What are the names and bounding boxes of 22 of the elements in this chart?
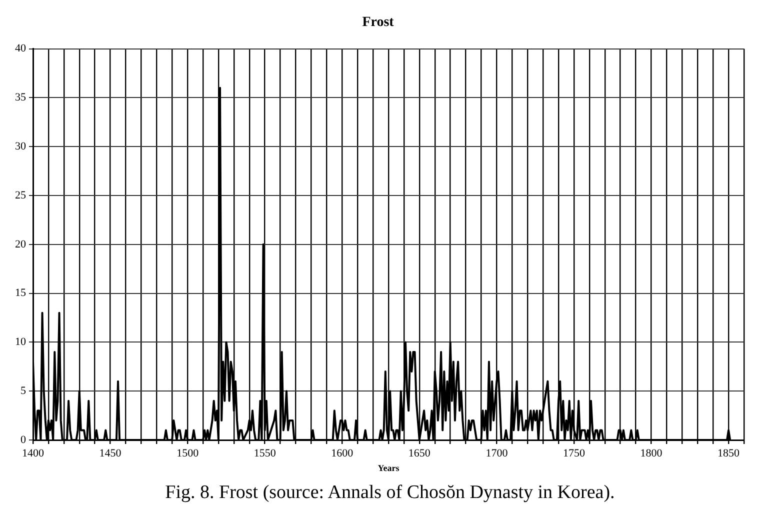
x-tick-label: 1500 xyxy=(176,447,200,460)
x-tick-label: 1550 xyxy=(254,447,276,460)
y-tick-label: 5 xyxy=(20,384,26,397)
x-tick-label: 1750 xyxy=(562,447,586,460)
y-tick-label: 40 xyxy=(15,42,26,55)
x-tick-label: 1800 xyxy=(640,447,663,460)
y-tick-label: 20 xyxy=(15,238,26,250)
y-tick-label: 35 xyxy=(15,92,26,104)
x-tick-label: 1650 xyxy=(408,447,431,460)
y-tick-label: 25 xyxy=(15,189,26,202)
chart-title: Frost xyxy=(362,15,394,30)
x-tick-label: 1700 xyxy=(486,447,508,460)
y-tick-label: 15 xyxy=(15,287,26,300)
x-tick-label: 1400 xyxy=(22,447,44,460)
x-axis-title: Years xyxy=(378,462,400,473)
caption: Fig. 8. Frost (source: Annals of Chosŏn Dynasty in Korea). xyxy=(164,482,616,504)
y-tick-label: 10 xyxy=(15,336,26,348)
x-tick-label: 1450 xyxy=(99,447,122,460)
y-tick-label: 0 xyxy=(20,434,26,446)
y-tick-label: 30 xyxy=(15,140,26,152)
x-tick-label: 1600 xyxy=(331,447,354,460)
x-tick-label: 1850 xyxy=(718,447,740,460)
